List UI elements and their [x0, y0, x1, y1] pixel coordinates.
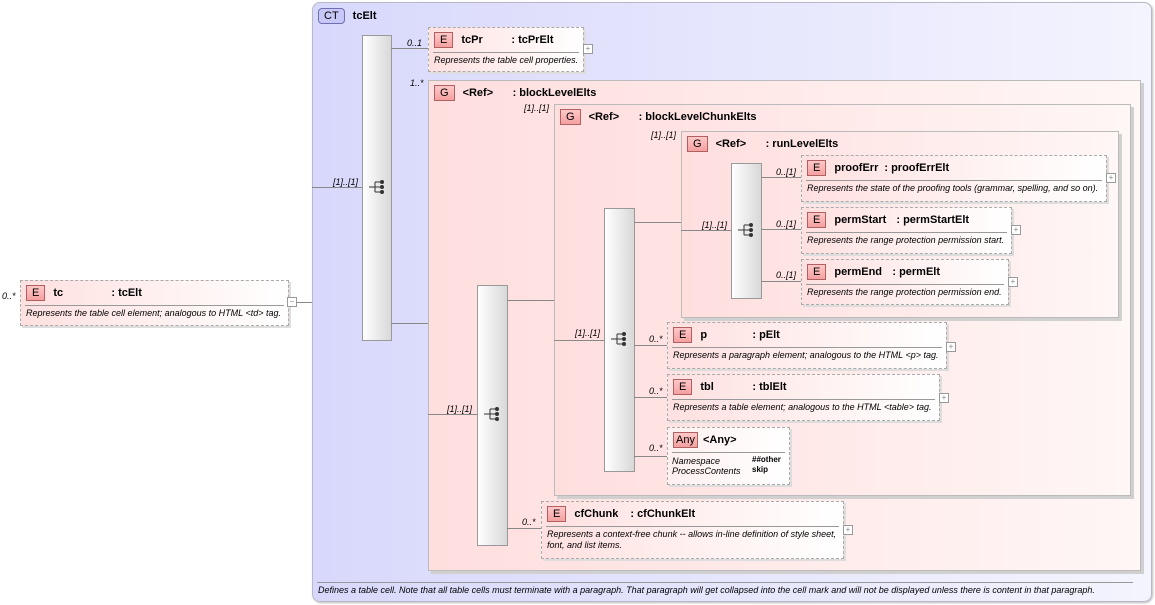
element-type: : proofErrElt [884, 162, 950, 174]
sequence-compositor[interactable] [362, 35, 392, 341]
element-type: : tblElt [752, 381, 787, 393]
element-badge: E [807, 212, 827, 228]
group-type: : runLevelElts [765, 138, 839, 150]
sequence-compositor[interactable] [731, 163, 762, 299]
element-cardinality: 0..[1] [776, 219, 797, 229]
element-type: : cfChunkElt [630, 508, 696, 520]
expand-icon[interactable]: + [1008, 277, 1018, 287]
element-badge: E [26, 285, 46, 301]
group-ref: <Ref> [715, 138, 747, 150]
expand-icon[interactable]: + [939, 393, 949, 403]
root-cardinality: 0..* [2, 291, 16, 301]
element-name: cfChunk [574, 508, 619, 520]
element-badge: E [807, 264, 827, 280]
element-name: tbl [700, 381, 714, 393]
element-type: : pElt [752, 329, 780, 341]
collapse-icon[interactable]: − [287, 297, 297, 307]
seq-cardinality: [1]..[1] [447, 404, 473, 414]
ct-badge: CT [318, 8, 345, 24]
element-cardinality: 0..[1] [776, 167, 797, 177]
any-wildcard[interactable]: Any <Any> Namespace ProcessContents ##othe… [667, 427, 790, 485]
element-description: Represents a context-free chunk -- allow… [547, 529, 837, 550]
element-description: Represents the table cell properties. [434, 55, 579, 65]
element-description: Represents a paragraph element; analogou… [673, 350, 939, 360]
element-badge: E [673, 379, 693, 395]
group-badge: G [560, 109, 581, 125]
element-name: proofErr [834, 162, 879, 174]
group-cardinality: 1..* [410, 78, 424, 88]
element-cardinality: 0..[1] [776, 270, 797, 280]
element-description: Represents the range protection permissi… [807, 235, 1005, 245]
sequence-icon [369, 180, 384, 194]
element-name: permStart [834, 214, 887, 226]
element-cardinality: 0..* [649, 334, 663, 344]
element-name: tcPr [461, 34, 483, 46]
element-badge: E [547, 506, 567, 522]
sequence-icon [738, 223, 753, 237]
element-description: Represents the table cell element; analo… [26, 308, 281, 318]
group-cardinality: [1]..[1] [524, 103, 550, 113]
element-name: permEnd [834, 266, 883, 278]
sequence-compositor[interactable] [477, 285, 508, 546]
element-cardinality: 0..* [522, 517, 536, 527]
tcpr-cardinality: 0..1 [407, 38, 423, 48]
element-name: p [700, 329, 708, 341]
expand-icon[interactable]: + [1011, 225, 1021, 235]
expand-icon[interactable]: + [946, 342, 956, 352]
seq-cardinality: [1]..[1] [333, 177, 359, 187]
element-type: : tcPrElt [511, 34, 554, 46]
seq-cardinality: [1]..[1] [702, 220, 728, 230]
any-name: <Any> [702, 434, 737, 446]
group-badge: G [687, 136, 708, 152]
any-cardinality: 0..* [649, 443, 663, 453]
group-ref: <Ref> [588, 111, 620, 123]
element-name: tc [53, 287, 64, 299]
seq-cardinality: [1]..[1] [575, 328, 601, 338]
namespace-label: Namespace [672, 456, 721, 466]
any-badge: Any [673, 432, 698, 448]
sequence-compositor[interactable] [604, 208, 635, 472]
sequence-icon [611, 332, 626, 346]
element-description: Represents the state of the proofing too… [807, 183, 1099, 193]
element-badge: E [434, 32, 454, 48]
expand-icon[interactable]: + [583, 44, 593, 54]
element-type: : permStartElt [896, 214, 970, 226]
group-type: : blockLevelElts [512, 87, 597, 99]
element-type: : tcElt [111, 287, 142, 299]
sequence-icon [484, 407, 499, 421]
expand-icon[interactable]: + [843, 525, 853, 535]
element-description: Represents a table element; analogous to… [673, 402, 932, 412]
group-badge: G [434, 85, 455, 101]
group-cardinality: [1]..[1] [651, 130, 677, 140]
element-badge: E [807, 160, 827, 176]
group-type: : blockLevelChunkElts [638, 111, 757, 123]
group-ref: <Ref> [462, 87, 494, 99]
element-description: Represents the range protection permissi… [807, 287, 1002, 297]
ct-footer: Defines a table cell. Note that all tabl… [318, 585, 1095, 595]
expand-icon[interactable]: + [1106, 173, 1116, 183]
element-type: : permElt [892, 266, 941, 278]
element-badge: E [673, 327, 693, 343]
ct-name: tcElt [352, 10, 377, 22]
namespace-value: ##other [752, 455, 781, 464]
element-cardinality: 0..* [649, 386, 663, 396]
process-contents-label: ProcessContents [672, 466, 741, 476]
process-contents-value: skip [752, 465, 769, 474]
